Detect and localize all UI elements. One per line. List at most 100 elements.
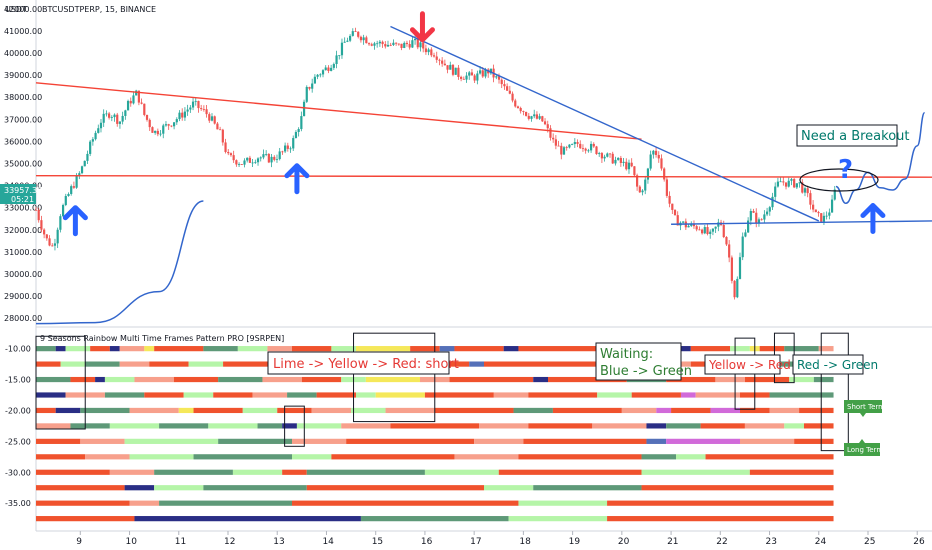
candle-body bbox=[573, 142, 576, 145]
candle-body bbox=[630, 162, 633, 167]
rainbow-segment bbox=[262, 376, 302, 383]
signal-arrows bbox=[62, 11, 886, 237]
candle-body bbox=[354, 31, 357, 32]
rainbow-segment bbox=[607, 516, 834, 522]
rainbow-segment bbox=[178, 407, 194, 414]
rainbow-segment bbox=[134, 516, 361, 522]
up-arrow-icon bbox=[284, 163, 310, 195]
breakout-ellipse[interactable] bbox=[799, 168, 879, 192]
rainbow-segment bbox=[109, 469, 155, 475]
highlight-box[interactable] bbox=[284, 405, 305, 447]
candle-body bbox=[48, 238, 51, 246]
rainbow-segment bbox=[129, 407, 179, 414]
candle-body bbox=[522, 111, 525, 112]
candle-body bbox=[484, 69, 487, 77]
candle-body bbox=[243, 160, 246, 165]
rainbow-segment bbox=[744, 423, 785, 429]
rainbow-segment bbox=[479, 423, 529, 429]
symbol-title[interactable]: BTCUSDTPERP, 15, BINANCE bbox=[42, 5, 156, 14]
indicator-tick-label: -10.00 bbox=[5, 345, 31, 354]
candle-body bbox=[335, 55, 338, 65]
candle-body bbox=[576, 142, 579, 144]
indicator-tick-label: -30.00 bbox=[5, 468, 31, 477]
rainbow-segment bbox=[385, 407, 435, 414]
rainbow-segment bbox=[676, 346, 691, 352]
price-tick-label: 31000.00 bbox=[4, 248, 42, 257]
rainbow-segment bbox=[744, 376, 790, 383]
rainbow-segment bbox=[36, 361, 61, 367]
rainbow-segment bbox=[646, 438, 667, 444]
candle-body bbox=[730, 257, 733, 281]
rainbow-segment bbox=[203, 485, 307, 491]
red-descending-resistance[interactable] bbox=[35, 82, 642, 140]
annotation-breakout[interactable]: Need a Breakout bbox=[796, 124, 910, 147]
candle-body bbox=[75, 175, 78, 188]
indicator-title[interactable]: 9 Seasons Rainbow Multi Time Frames Patt… bbox=[40, 334, 284, 343]
drawn-trendlines[interactable] bbox=[35, 25, 932, 225]
candle-body bbox=[346, 40, 349, 42]
annotation-short-rule[interactable]: Lime -> Yellow -> Red: short bbox=[267, 351, 459, 375]
candle-body bbox=[782, 181, 785, 183]
blue-down-trendline[interactable] bbox=[390, 25, 820, 222]
long-term-tag[interactable]: Long Term bbox=[844, 439, 883, 456]
rainbow-segment bbox=[794, 438, 834, 444]
time-tick-label: 17 bbox=[470, 537, 481, 547]
rainbow-segment bbox=[252, 392, 288, 398]
rainbow-segment bbox=[365, 376, 420, 383]
candle-body bbox=[581, 148, 585, 149]
candle-body bbox=[154, 130, 157, 133]
short-term-tag[interactable]: Short Term bbox=[844, 400, 885, 417]
rainbow-segment bbox=[292, 346, 332, 352]
candle-body bbox=[159, 133, 162, 135]
candle-body bbox=[733, 280, 736, 298]
rainbow-segment bbox=[680, 392, 696, 398]
blue-projection[interactable] bbox=[835, 111, 926, 205]
candle-body bbox=[454, 67, 457, 75]
annotation-red-green[interactable]: Red -> Green bbox=[792, 354, 878, 375]
blue-support-line[interactable] bbox=[671, 220, 932, 225]
blue-curve-left[interactable] bbox=[35, 200, 204, 325]
rainbow-segment bbox=[341, 423, 391, 429]
candle-body bbox=[717, 222, 720, 227]
candle-body bbox=[110, 117, 113, 118]
time-tick-label: 11 bbox=[175, 537, 186, 547]
candle-body bbox=[213, 116, 216, 124]
candle-body bbox=[305, 86, 308, 102]
highlight-box[interactable] bbox=[820, 332, 849, 452]
rainbow-segment bbox=[641, 454, 676, 460]
rainbow-segment bbox=[700, 423, 745, 429]
rainbow-segment bbox=[109, 346, 120, 352]
candle-body bbox=[600, 153, 604, 159]
red-horizontal-resistance[interactable] bbox=[35, 174, 932, 178]
annotation-yellow-red[interactable]: Yellow -> Red bbox=[704, 354, 791, 375]
candle-body bbox=[803, 188, 807, 193]
rainbow-segment bbox=[695, 392, 740, 398]
candle-body bbox=[200, 108, 203, 110]
candle-body bbox=[210, 116, 214, 121]
rainbow-segment bbox=[641, 485, 834, 491]
rainbow-segment bbox=[129, 454, 194, 460]
indicator-tick-label: -25.00 bbox=[5, 437, 31, 446]
candle-body bbox=[668, 195, 671, 204]
candle-body bbox=[113, 114, 116, 118]
annotation-waiting[interactable]: Waiting: Blue -> Green bbox=[595, 342, 692, 381]
highlight-box[interactable] bbox=[35, 335, 86, 430]
drawn-curves[interactable] bbox=[35, 111, 926, 325]
rainbow-segment bbox=[218, 438, 292, 444]
candle-body bbox=[362, 37, 365, 41]
candle-body bbox=[232, 155, 235, 161]
indicator-tick-label: -35.00 bbox=[5, 499, 31, 508]
indicator-axis-ticks: -10.00 -15.00 -20.00 -25.00 -30.00 -35.00 bbox=[5, 345, 31, 509]
rainbow-segment bbox=[223, 361, 307, 367]
candle-body bbox=[557, 145, 560, 147]
candle-body bbox=[89, 141, 92, 154]
rainbow-segment bbox=[183, 392, 214, 398]
candle-body bbox=[367, 43, 371, 45]
candle-body bbox=[422, 42, 425, 49]
candle-body bbox=[798, 182, 801, 184]
candle-body bbox=[221, 129, 224, 143]
highlight-box[interactable] bbox=[353, 332, 436, 423]
rainbow-segment bbox=[424, 392, 494, 398]
candle-body bbox=[665, 179, 668, 196]
